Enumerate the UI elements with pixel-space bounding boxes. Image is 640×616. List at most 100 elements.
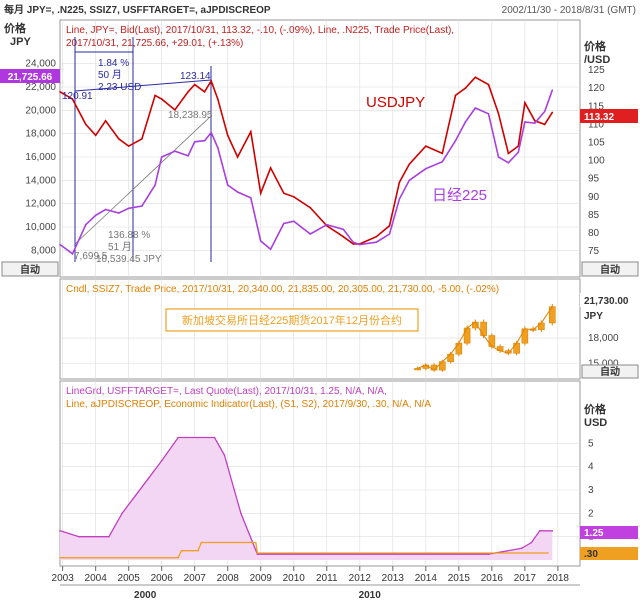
fedfunds-point <box>147 477 150 480</box>
nikkei-point <box>226 184 229 186</box>
series-layer <box>59 76 554 256</box>
fedfunds-point <box>538 530 541 532</box>
usdjpy-point <box>398 181 401 184</box>
usdjpy-point <box>154 94 156 97</box>
usdjpy-point <box>104 119 107 122</box>
usdjpy-point <box>236 156 239 158</box>
nikkei-point <box>160 156 163 158</box>
nikkei-point <box>551 89 554 92</box>
x-year-label: 2010 <box>283 573 306 584</box>
usdjpy-line <box>59 76 553 245</box>
right-tick-label: 75 <box>588 246 600 257</box>
futures-candle-body <box>455 342 463 355</box>
usdjpy-point <box>160 98 163 100</box>
auto-futures-button[interactable]: 自动 <box>600 365 620 378</box>
usdjpy-point <box>283 192 285 195</box>
usdjpy-point <box>309 206 312 209</box>
x-year-label: 2005 <box>118 573 141 584</box>
header-bar <box>0 0 640 18</box>
fedfunds-point <box>121 512 123 515</box>
futures-tick-label: 15,000 <box>588 358 619 369</box>
fedfunds-point <box>134 495 137 497</box>
usdjpy-point <box>464 87 467 90</box>
usdjpy-point <box>59 91 61 93</box>
annotation-diff2: 10,539.45 JPY <box>96 254 162 265</box>
panel-price-frame <box>59 19 581 278</box>
usdjpy-point <box>454 94 457 97</box>
left-tick-label: 20,000 <box>25 105 56 116</box>
usdjpy-last-badge: 113.32 <box>584 112 614 123</box>
right-currency-label: /USD <box>584 54 610 66</box>
rates-unit-label: 价格 <box>584 402 607 416</box>
annotation-usd-low: 120.91 <box>62 91 93 102</box>
futures-candle-body <box>513 342 520 354</box>
nikkei-point <box>358 243 361 246</box>
nikkei-last-badge: 21,725.66 <box>8 72 53 83</box>
panel1-legend-line2: 2017/10/31, 21,725.66, +29.01, (+.13%) <box>66 38 243 49</box>
left-tick-label: 8,000 <box>31 245 56 256</box>
nikkei-point <box>524 121 526 123</box>
usdjpy-axis-ticks: 125 120 115 110 105 100 95 90 85 80 75 <box>588 65 605 257</box>
grid-layer <box>60 20 580 566</box>
fedfunds-point <box>59 530 61 532</box>
usdjpy-point <box>141 138 143 140</box>
usdjpy-last-badge-bg <box>580 109 638 123</box>
right-tick-label: 95 <box>588 174 600 185</box>
usdjpy-point <box>117 138 120 140</box>
right-unit-label: 价格 <box>584 39 607 53</box>
usdjpy-point <box>187 91 189 93</box>
annotation-pct: 1.84 % <box>98 58 129 69</box>
futures-note: 新加坡交易所日经225期货2017年12月份合约 <box>182 313 402 327</box>
nikkei-point <box>174 150 176 152</box>
nikkei-point <box>203 139 206 142</box>
nikkei-last-badge-bg <box>0 69 60 83</box>
nikkei-point <box>269 248 272 250</box>
nikkei-point <box>388 233 391 235</box>
left-tick-label: 12,000 <box>25 199 56 210</box>
nikkei-point <box>193 141 196 143</box>
annotation-months: 50 月 <box>98 69 122 81</box>
panel-rates-frame <box>59 380 581 567</box>
nikkei-point <box>352 241 354 243</box>
usdjpy-point <box>203 91 206 93</box>
nikkei-point <box>441 160 444 163</box>
left-tick-label: 14,000 <box>25 175 56 186</box>
usdjpy-point <box>474 76 477 79</box>
right-tick-label: 105 <box>588 138 605 149</box>
usdjpy-series-label: USDJPY <box>366 94 425 111</box>
fedfunds-point <box>240 512 242 515</box>
x-year-label: 2013 <box>382 573 405 584</box>
nikkei-series-label: 日经225 <box>432 187 487 204</box>
nikkei-point <box>454 139 457 142</box>
jpdisc-line <box>60 541 548 559</box>
jpdisc-point <box>59 556 61 559</box>
usdjpy-point <box>425 145 427 147</box>
usdjpy-point <box>524 101 526 104</box>
auto-right-button[interactable]: 自动 <box>600 263 620 276</box>
nikkei-point <box>543 110 546 113</box>
usdjpy-point <box>127 145 130 147</box>
fedfunds-point <box>78 535 80 538</box>
nikkei-point <box>487 113 490 115</box>
header-instruments: 每月 JPY=, .N225, SSIZ7, USFFTARGET=, aJPD… <box>4 3 271 16</box>
auto-left-button[interactable]: 自动 <box>20 263 40 276</box>
x-year-label: 2003 <box>52 573 75 584</box>
usdjpy-point <box>352 243 354 245</box>
jpdisc-point <box>547 552 549 554</box>
usdjpy-point <box>375 235 378 238</box>
left-tick-label: 24,000 <box>25 59 56 70</box>
usdjpy-point <box>71 98 74 100</box>
nikkei-point <box>464 121 467 123</box>
left-tick-label: 22,000 <box>25 82 56 93</box>
futures-candle-body <box>439 361 446 371</box>
fedfunds-line <box>59 436 553 555</box>
futures-last-badge: 21,730.00 <box>584 296 629 307</box>
right-tick-label: 90 <box>588 192 600 203</box>
measure-usd-trend <box>74 79 212 92</box>
measure-nikkei-trend <box>74 115 212 245</box>
usdjpy-point <box>517 145 520 147</box>
usdjpy-point <box>94 134 97 137</box>
x-year-label: 2011 <box>316 573 338 584</box>
right-tick-label: 125 <box>588 65 605 76</box>
nikkei-point <box>94 214 97 217</box>
